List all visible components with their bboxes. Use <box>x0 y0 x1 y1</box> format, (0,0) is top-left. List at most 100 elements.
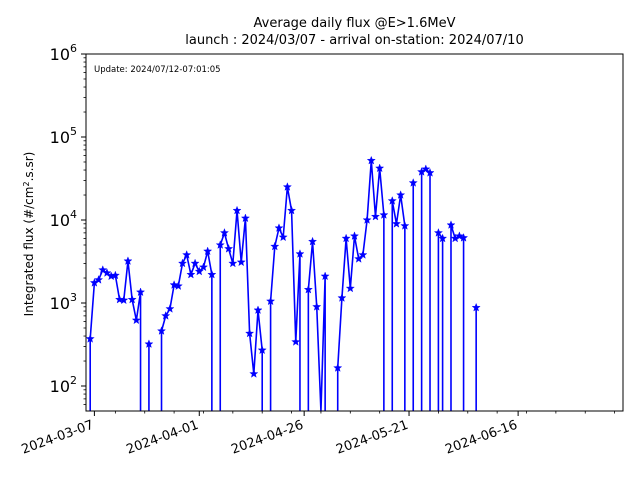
data-point-star <box>245 328 255 338</box>
data-point-star <box>240 213 250 223</box>
data-point-star <box>438 233 448 243</box>
y-tick-label-base: 10 <box>50 128 70 147</box>
data-point-star <box>135 287 146 297</box>
data-point-star <box>253 305 263 315</box>
data-point-star <box>274 223 284 232</box>
data-point-star <box>156 326 167 335</box>
data-point-star <box>421 164 431 174</box>
data-point-star <box>161 311 171 320</box>
y-tick-label: 104 <box>50 208 77 230</box>
data-point-star <box>345 283 355 293</box>
data-point-star <box>123 256 133 265</box>
data-point-star <box>102 268 112 277</box>
y-axis-label-part-2: .s.sr) <box>22 152 36 182</box>
flux-series-line <box>89 159 477 412</box>
data-point-star <box>396 190 406 199</box>
data-point-star <box>165 304 175 313</box>
y-tick-label: 102 <box>50 374 77 396</box>
y-axis-label-part-1: Integrated flux (#/cm <box>22 187 36 317</box>
y-tick-label: 103 <box>50 291 77 313</box>
data-point-star <box>119 295 129 305</box>
data-point-star <box>270 241 280 251</box>
x-tick-label: 2024-05-21 <box>334 418 410 458</box>
data-point-star <box>337 293 347 302</box>
data-point-star <box>425 168 435 177</box>
data-point-star <box>194 266 204 276</box>
data-point-star <box>303 284 313 294</box>
data-point-star <box>94 275 104 284</box>
y-axis-label: Integrated flux (#/cm2.s.sr) <box>22 152 36 317</box>
y-tick-label: 106 <box>50 42 77 64</box>
data-point-star <box>110 270 120 280</box>
y-tick-label-exponent: 3 <box>70 291 77 304</box>
x-tick-label: 2024-04-01 <box>125 418 201 458</box>
data-point-star <box>379 210 389 219</box>
update-annotation: Update: 2024/07/12-07:01:05 <box>94 65 221 75</box>
data-point-star <box>190 258 200 268</box>
data-point-star <box>333 363 343 372</box>
data-point-star <box>224 244 234 253</box>
x-tick-label: 2024-06-16 <box>443 418 519 458</box>
y-tick-label-base: 10 <box>50 377 70 396</box>
data-point-star <box>291 337 301 346</box>
data-point-star <box>266 296 276 306</box>
chart-subtitle: launch : 2024/03/07 - arrival on-station… <box>185 33 524 48</box>
y-tick-label-base: 10 <box>50 294 70 313</box>
data-point-star <box>400 221 410 230</box>
data-point-star <box>236 257 246 267</box>
data-point-star <box>169 280 179 289</box>
data-point-star <box>203 246 213 256</box>
data-point-star <box>232 205 242 215</box>
data-point-star <box>459 233 469 242</box>
data-point-star <box>115 294 125 304</box>
data-point-star <box>173 281 183 290</box>
data-point-star <box>131 315 141 325</box>
y-tick-label-exponent: 5 <box>70 125 77 138</box>
data-point-star <box>341 233 351 243</box>
data-point-star <box>207 269 217 279</box>
data-point-star <box>349 231 360 240</box>
data-point-star <box>186 269 196 279</box>
data-point-star <box>257 345 267 355</box>
data-point-star <box>471 302 481 312</box>
data-point-star <box>287 205 297 215</box>
data-point-star <box>370 211 381 221</box>
data-point-star <box>312 302 322 311</box>
y-tick-label-exponent: 2 <box>70 374 77 387</box>
data-point-star <box>228 258 238 268</box>
data-point-star <box>308 236 318 246</box>
data-point-star <box>375 163 385 173</box>
data-point-star <box>278 232 288 242</box>
x-tick-label: 2024-04-26 <box>229 418 305 458</box>
data-point-star <box>127 294 137 304</box>
y-tick-label: 105 <box>50 125 77 147</box>
y-axis-label-superscript: 2 <box>22 181 31 186</box>
data-point-star <box>362 215 372 224</box>
data-point-star <box>320 271 330 281</box>
data-point-star <box>295 249 305 258</box>
data-point-star <box>215 240 225 249</box>
data-point-star <box>454 231 464 240</box>
data-point-star <box>387 196 397 205</box>
data-point-star <box>144 339 154 348</box>
data-point-star <box>282 182 292 191</box>
y-tick-label-base: 10 <box>50 211 70 230</box>
data-point-star <box>85 334 95 343</box>
data-point-star <box>366 155 376 165</box>
y-tick-label-exponent: 6 <box>70 42 77 55</box>
chart-title: Average daily flux @E>1.6MeV <box>253 16 456 31</box>
y-tick-label-exponent: 4 <box>70 208 77 221</box>
data-point-star <box>446 220 456 229</box>
data-point-star <box>177 258 188 268</box>
data-point-star <box>219 228 229 237</box>
x-tick-label: 2024-03-07 <box>20 418 96 458</box>
data-point-star <box>391 219 401 228</box>
data-point-star <box>182 250 192 259</box>
data-point-star <box>249 369 259 378</box>
data-point-star <box>358 250 368 259</box>
data-point-star <box>408 178 418 187</box>
data-point-star <box>433 228 443 237</box>
y-tick-label-base: 10 <box>50 45 70 64</box>
data-point-star <box>198 262 209 272</box>
